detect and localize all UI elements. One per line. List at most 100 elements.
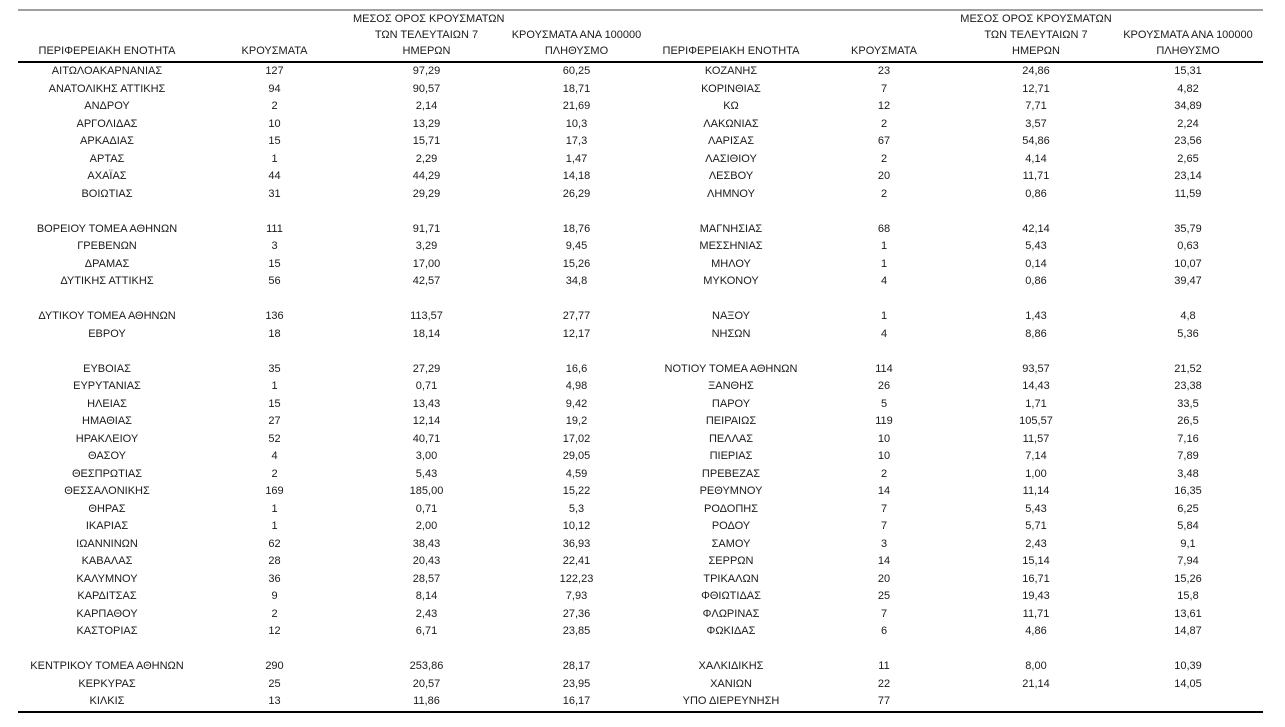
regional-cases-table: ΠΕΡΙΦΕΡΕΙΑΚΗ ΕΝΟΤΗΤΑ ΚΡΟΥΣΜΑΤΑ ΜΕΣΟΣ ΟΡΟ… xyxy=(18,9,1263,713)
avg7-cell: 6,71 xyxy=(415,625,438,637)
avg7-cell: 5,43 xyxy=(1025,502,1047,515)
region-name-cell: ΣΕΡΡΩΝ xyxy=(708,555,754,567)
avg7-cell: 8,00 xyxy=(1025,660,1047,672)
region-name-cell: ΚΑΡΠΑΘΟΥ xyxy=(76,607,138,620)
avg7-cell: 0,14 xyxy=(1025,257,1047,270)
avg7-cell: 19,43 xyxy=(1022,590,1050,602)
cases-cell: 2 xyxy=(880,117,888,130)
cases-cell: 28 xyxy=(268,555,281,567)
per100k-cell: 16,35 xyxy=(1174,485,1202,497)
per100k-cell: 4,82 xyxy=(1177,82,1199,95)
avg7-cell: 7,71 xyxy=(1025,100,1047,112)
cases-cell: 25 xyxy=(268,677,281,690)
cases-cell: 15 xyxy=(268,257,281,270)
per100k-cell: 27,77 xyxy=(562,310,591,322)
avg7-cell: 15,14 xyxy=(1022,555,1050,567)
cases-cell: 1 xyxy=(880,257,888,270)
avg7-cell: 12,71 xyxy=(1022,82,1050,95)
avg7-cell: 0,71 xyxy=(415,380,438,392)
col-header-cases-left-label: ΚΡΟΥΣΜΑΤΑ xyxy=(241,45,308,57)
cases-cell: 2 xyxy=(271,607,278,620)
avg7-cell: 2,43 xyxy=(415,607,438,620)
per100k-cell: 23,85 xyxy=(562,625,591,637)
table-row: ΘΕΣΠΡΩΤΙΑΣ 2 5,43 4,59 ΠΡΕΒΕΖΑΣ 2 1,00 3,48 xyxy=(18,466,1263,484)
spacer-row xyxy=(18,203,1263,221)
per100k-cell: 5,3 xyxy=(568,502,585,515)
avg7-cell: 17,00 xyxy=(412,257,441,270)
region-name-cell: ΔΥΤΙΚΟΥ ΤΟΜΕΑ ΑΘΗΝΩΝ xyxy=(38,310,176,322)
per100k-cell: 7,16 xyxy=(1177,432,1199,445)
cases-cell: 27 xyxy=(268,415,281,427)
avg7-cell: 40,71 xyxy=(412,432,441,445)
table-row: ΚΑΣΤΟΡΙΑΣ 12 6,71 23,85 ΦΩΚΙΔΑΣ 6 4,86 14,87 xyxy=(18,623,1263,641)
per100k-cell: 7,93 xyxy=(565,590,588,602)
per100k-cell: 9,45 xyxy=(565,240,588,252)
avg7-cell: 18,14 xyxy=(412,327,441,340)
col-header-avg7-left-line2: ΤΩΝ ΤΕΛΕΥΤΑΙΩΝ 7 xyxy=(374,29,479,41)
per100k-cell: 12,17 xyxy=(562,327,591,340)
avg7-cell: 28,57 xyxy=(412,572,441,585)
region-name-cell: ΠΕΛΛΑΣ xyxy=(708,432,754,445)
table-row: ΒΟΙΩΤΙΑΣ 31 29,29 26,29 ΛΗΜΝΟΥ 2 0,86 11,59 xyxy=(18,186,1263,204)
avg7-cell: 0,71 xyxy=(415,502,438,515)
cases-cell: 2 xyxy=(271,467,278,480)
col-header-avg7-left-line1: ΜΕΣΟΣ ΟΡΟΣ ΚΡΟΥΣΜΑΤΩΝ xyxy=(353,13,505,25)
per100k-cell: 6,25 xyxy=(1177,502,1199,515)
per100k-cell: 15,31 xyxy=(1174,65,1202,77)
region-name-cell: ΑΡΤΑΣ xyxy=(89,152,125,165)
spacer-row xyxy=(18,641,1263,659)
region-name-cell: ΛΑΡΙΣΑΣ xyxy=(707,135,754,147)
region-name-cell: ΣΑΜΟΥ xyxy=(711,537,751,550)
per100k-cell: 18,76 xyxy=(562,222,591,235)
table-row: ΚΑΒΑΛΑΣ 28 20,43 22,41 ΣΕΡΡΩΝ 14 15,14 7,94 xyxy=(18,553,1263,571)
avg7-cell: 0,86 xyxy=(1025,187,1047,200)
table-row: ΑΡΓΟΛΙΔΑΣ 10 13,29 10,3 ΛΑΚΩΝΙΑΣ 2 3,57 2,24 xyxy=(18,116,1263,134)
cases-cell: 2 xyxy=(880,152,888,165)
col-header-region-right-label: ΠΕΡΙΦΕΡΕΙΑΚΗ ΕΝΟΤΗΤΑ xyxy=(662,45,800,57)
cases-cell: 6 xyxy=(880,625,888,637)
cases-cell: 2 xyxy=(271,100,278,112)
avg7-cell: 8,86 xyxy=(1025,327,1047,340)
per100k-cell: 4,59 xyxy=(565,467,588,480)
table-row: ΗΡΑΚΛΕΙΟΥ 52 40,71 17,02 ΠΕΛΛΑΣ 10 11,57 7,16 xyxy=(18,431,1263,449)
avg7-cell: 11,14 xyxy=(1022,485,1050,497)
table-row: ΚΕΝΤΡΙΚΟΥ ΤΟΜΕΑ ΑΘΗΝΩΝ 290 253,86 28,17 ΧΑΛΚ… xyxy=(18,658,1263,676)
table-row: ΚΑΡΔΙΤΣΑΣ 9 8,14 7,93 ΦΘΙΩΤΙΔΑΣ 25 19,43 15,8 xyxy=(18,588,1263,606)
region-name-cell: ΛΗΜΝΟΥ xyxy=(707,187,755,200)
col-header-region-right: ΠΕΡΙΦΕΡΕΙΑΚΗ ΕΝΟΤΗΤΑ xyxy=(653,10,809,63)
cases-cell: 2 xyxy=(880,467,888,480)
region-name-cell: ΕΒΡΟΥ xyxy=(88,327,126,340)
per100k-cell: 14,05 xyxy=(1174,677,1202,690)
table-row: ΚΑΛΥΜΝΟΥ 36 28,57 122,23 ΤΡΙΚΑΛΩΝ 20 16,71 15,2… xyxy=(18,571,1263,589)
cases-cell: 1 xyxy=(271,380,278,392)
avg7-cell: 11,71 xyxy=(1022,170,1050,182)
region-name-cell: ΜΗΛΟΥ xyxy=(711,257,751,270)
cases-cell: 3 xyxy=(880,537,888,550)
avg7-cell: 253,86 xyxy=(409,660,444,672)
cases-cell: 62 xyxy=(268,537,281,550)
per100k-cell: 122,23 xyxy=(559,572,594,585)
per100k-cell: 4,8 xyxy=(1180,310,1196,322)
avg7-cell: 38,43 xyxy=(412,537,441,550)
per100k-cell: 26,5 xyxy=(1177,415,1199,427)
per100k-cell: 2,65 xyxy=(1177,152,1199,165)
col-header-region-left: ΠΕΡΙΦΕΡΕΙΑΚΗ ΕΝΟΤΗΤΑ xyxy=(18,10,196,63)
avg7-cell: 11,57 xyxy=(1022,432,1050,445)
avg7-cell: 5,43 xyxy=(1025,240,1047,252)
avg7-cell: 16,71 xyxy=(1022,572,1050,585)
per100k-cell: 14,87 xyxy=(1174,625,1202,637)
col-header-avg7-right: ΜΕΣΟΣ ΟΡΟΣ ΚΡΟΥΣΜΑΤΩΝ ΤΩΝ ΤΕΛΕΥΤΑΙΩΝ 7 Η… xyxy=(959,10,1113,63)
avg7-cell: 4,14 xyxy=(1025,152,1047,165)
col-header-per100k-left-line1: ΚΡΟΥΣΜΑΤΑ ΑΝΑ 100000 xyxy=(511,29,642,41)
cases-cell: 15 xyxy=(268,135,281,147)
cases-cell: 1 xyxy=(880,240,888,252)
avg7-cell: 54,86 xyxy=(1022,135,1050,147)
per100k-cell: 9,42 xyxy=(565,397,588,410)
cases-cell: 14 xyxy=(877,555,891,567)
table-row: ΕΥΒΟΙΑΣ 35 27,29 16,6 ΝΟΤΙΟΥ ΤΟΜΕΑ ΑΘΗΝΩΝ 114… xyxy=(18,361,1263,379)
region-name-cell: ΞΑΝΘΗΣ xyxy=(708,380,754,392)
region-name-cell: ΙΚΑΡΙΑΣ xyxy=(85,520,129,532)
region-name-cell: ΚΑΒΑΛΑΣ xyxy=(81,555,133,567)
region-name-cell: ΛΕΣΒΟΥ xyxy=(708,170,754,182)
per100k-cell: 11,59 xyxy=(1174,187,1202,200)
